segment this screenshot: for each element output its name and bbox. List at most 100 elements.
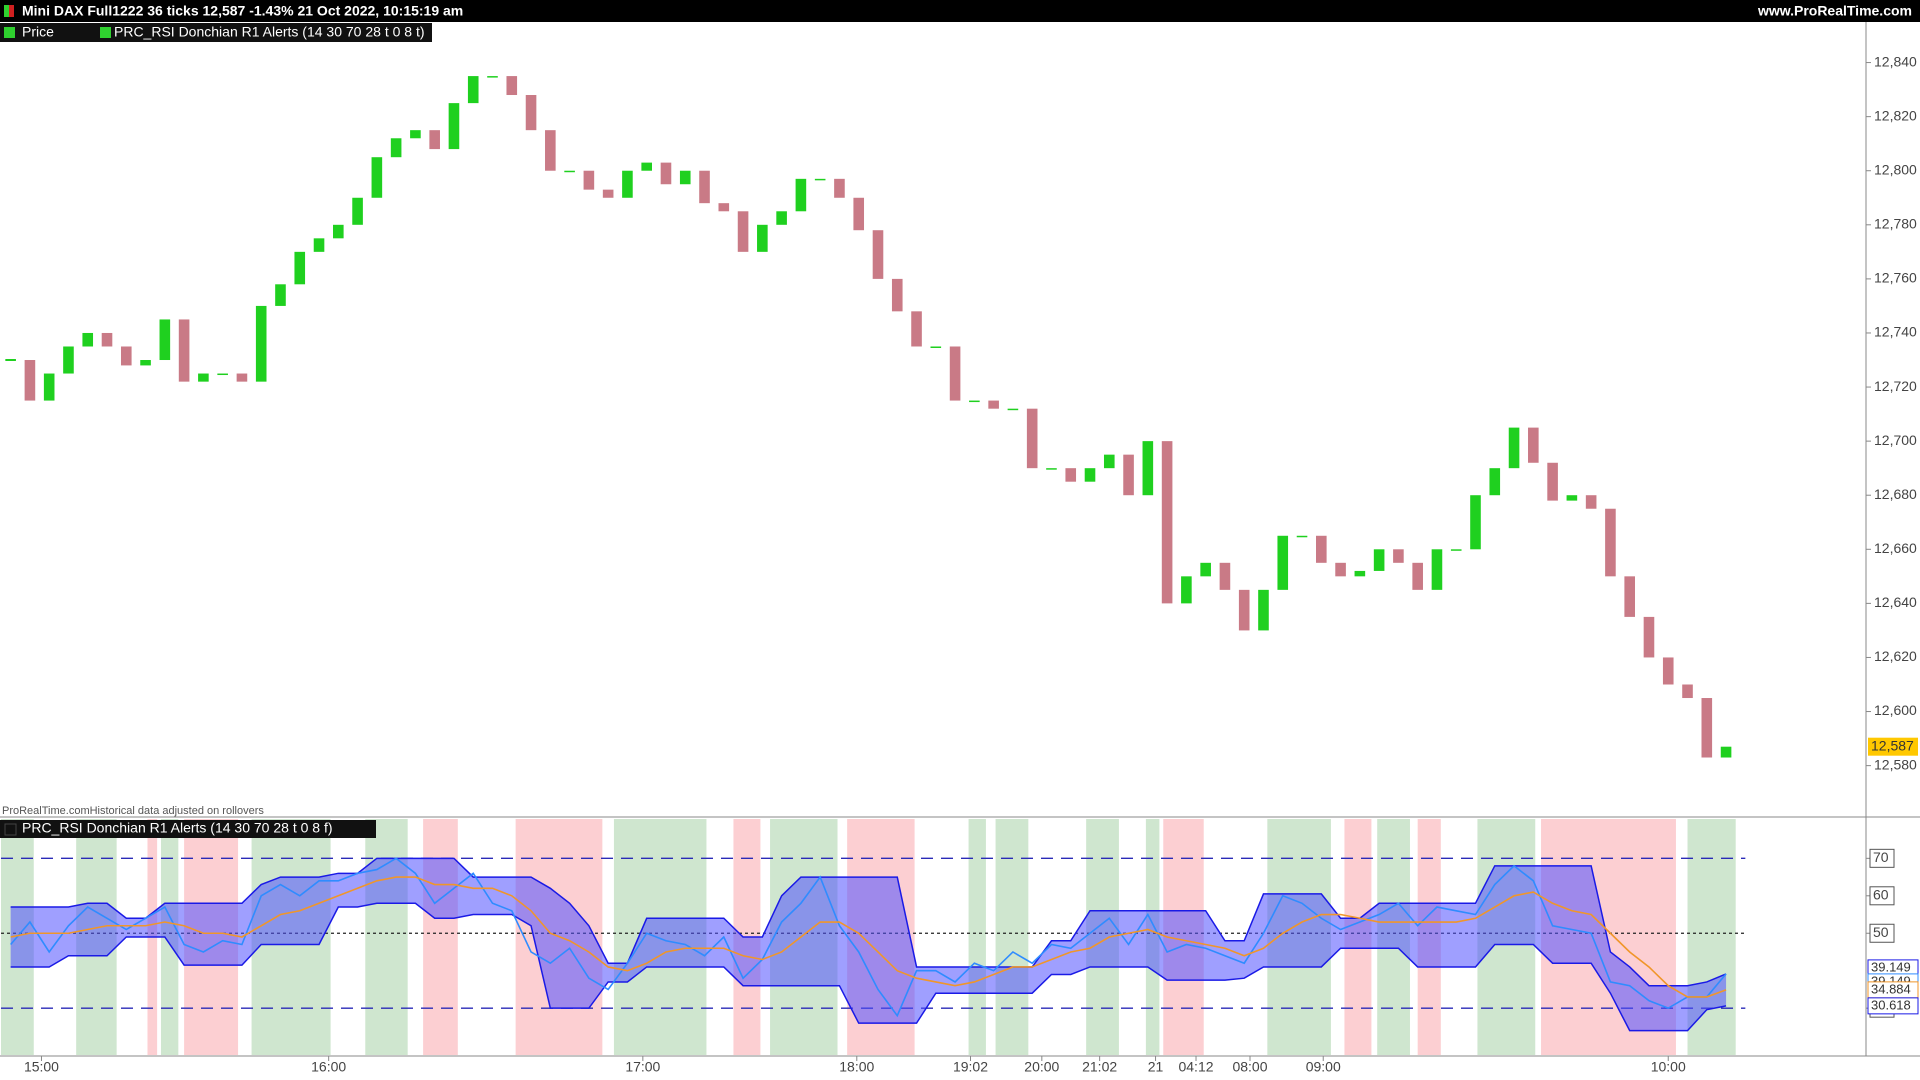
candle [1624,576,1635,617]
legend-swatch [4,27,15,38]
candle [564,170,575,173]
candle [988,400,999,409]
last-value-box [1867,997,1919,1015]
x-tick-label: 08:00 [1232,1059,1267,1075]
candle [1335,562,1346,577]
header-bar [0,0,1920,22]
candle [410,130,421,139]
candle [63,346,74,374]
last-price-label: 12,587 [1871,737,1914,753]
candle [467,76,479,104]
indicator-title[interactable]: PRC_RSI Donchian R1 Alerts (14 30 70 28 … [22,820,333,836]
candle [1084,468,1096,482]
candle [1720,746,1732,758]
x-tick-label: 20:00 [1024,1059,1059,1075]
signal-zone [423,819,458,1055]
y-tick-box [1869,848,1895,868]
x-tick-label: 09:00 [1306,1059,1341,1075]
candle [1046,468,1057,470]
candle [679,170,691,185]
candle [101,332,113,347]
header-title: Mini DAX Full1222 36 ticks 12,587 -1.43%… [22,3,463,19]
candle [583,170,595,190]
candle [1007,408,1019,411]
x-tick-label: 04:12 [1178,1059,1213,1075]
header-site: www.ProRealTime.com [1757,3,1912,19]
legend-swatch [4,823,17,836]
candle [43,373,55,401]
y-tick-label: 70 [1873,849,1889,865]
candle [1354,570,1366,577]
x-tick-label: 21 [1148,1059,1164,1075]
candle [930,346,942,348]
candle [1682,684,1693,699]
y-tick-label: 12,660 [1874,540,1917,556]
y-tick-label: 12,740 [1874,324,1917,340]
candle [1643,616,1655,658]
candle [1161,441,1173,604]
x-tick-label: 21:02 [1082,1059,1117,1075]
y-tick-label: 12,700 [1874,432,1917,448]
candle [217,373,228,376]
y-tick-label: 12,840 [1874,53,1917,69]
candle [1470,495,1481,550]
candle [660,162,672,185]
candle [448,103,460,150]
candle [1238,589,1250,631]
candle [525,95,537,131]
last-value-label: 30.618 [1871,997,1911,1012]
candle [429,130,440,150]
signal-zone [365,819,408,1055]
candle [24,360,36,401]
legend-price[interactable]: Price [22,24,54,40]
y-tick-label: 12,720 [1874,378,1917,394]
candle [969,400,980,403]
candle [506,76,518,96]
candle [82,332,94,347]
legend-indicator[interactable]: PRC_RSI Donchian R1 Alerts (14 30 70 28 … [114,24,425,40]
y-tick-label: 12,620 [1874,648,1917,664]
last-value-label: 34.884 [1871,981,1911,996]
signal-zone [968,819,986,1055]
candle [1258,589,1269,631]
y-tick-label: 12,640 [1874,594,1917,610]
candle [255,305,267,382]
candle [949,346,961,401]
candle [718,203,730,212]
candle [757,224,768,252]
x-tick-label: 16:00 [311,1059,346,1075]
indicator-legend-bar [0,820,376,838]
candle [1296,535,1308,538]
candle [1103,454,1115,469]
y-tick-box [1869,923,1895,943]
y-tick-label: 50 [1873,924,1889,940]
candle [1277,535,1289,590]
candle [1450,549,1462,551]
candle [814,178,826,181]
signal-zone [995,819,1029,1055]
candle [872,230,884,279]
indicator-line [10,857,1727,1018]
candle [1566,495,1578,501]
x-tick-label: 15:00 [24,1059,59,1075]
candle [371,157,383,198]
x-tick-label: 19:02 [953,1059,988,1075]
x-tick-label: 10:00 [1651,1059,1686,1075]
y-tick-label: 60 [1873,886,1889,902]
candle [1605,508,1616,577]
x-tick-label: 18:00 [839,1059,874,1075]
candle [545,130,556,171]
candle [699,170,710,204]
last-value-label: 39.149 [1871,959,1911,974]
candle [294,251,306,285]
candle [622,170,633,198]
candle [1200,562,1211,577]
y-tick-label: 12,780 [1874,216,1917,232]
candle [1373,549,1385,571]
candle [602,189,614,198]
y-tick-label: 12,580 [1874,756,1917,772]
y-tick-label: 12,820 [1874,107,1917,123]
y-tick-label: 12,600 [1874,702,1917,718]
candle [275,284,286,306]
